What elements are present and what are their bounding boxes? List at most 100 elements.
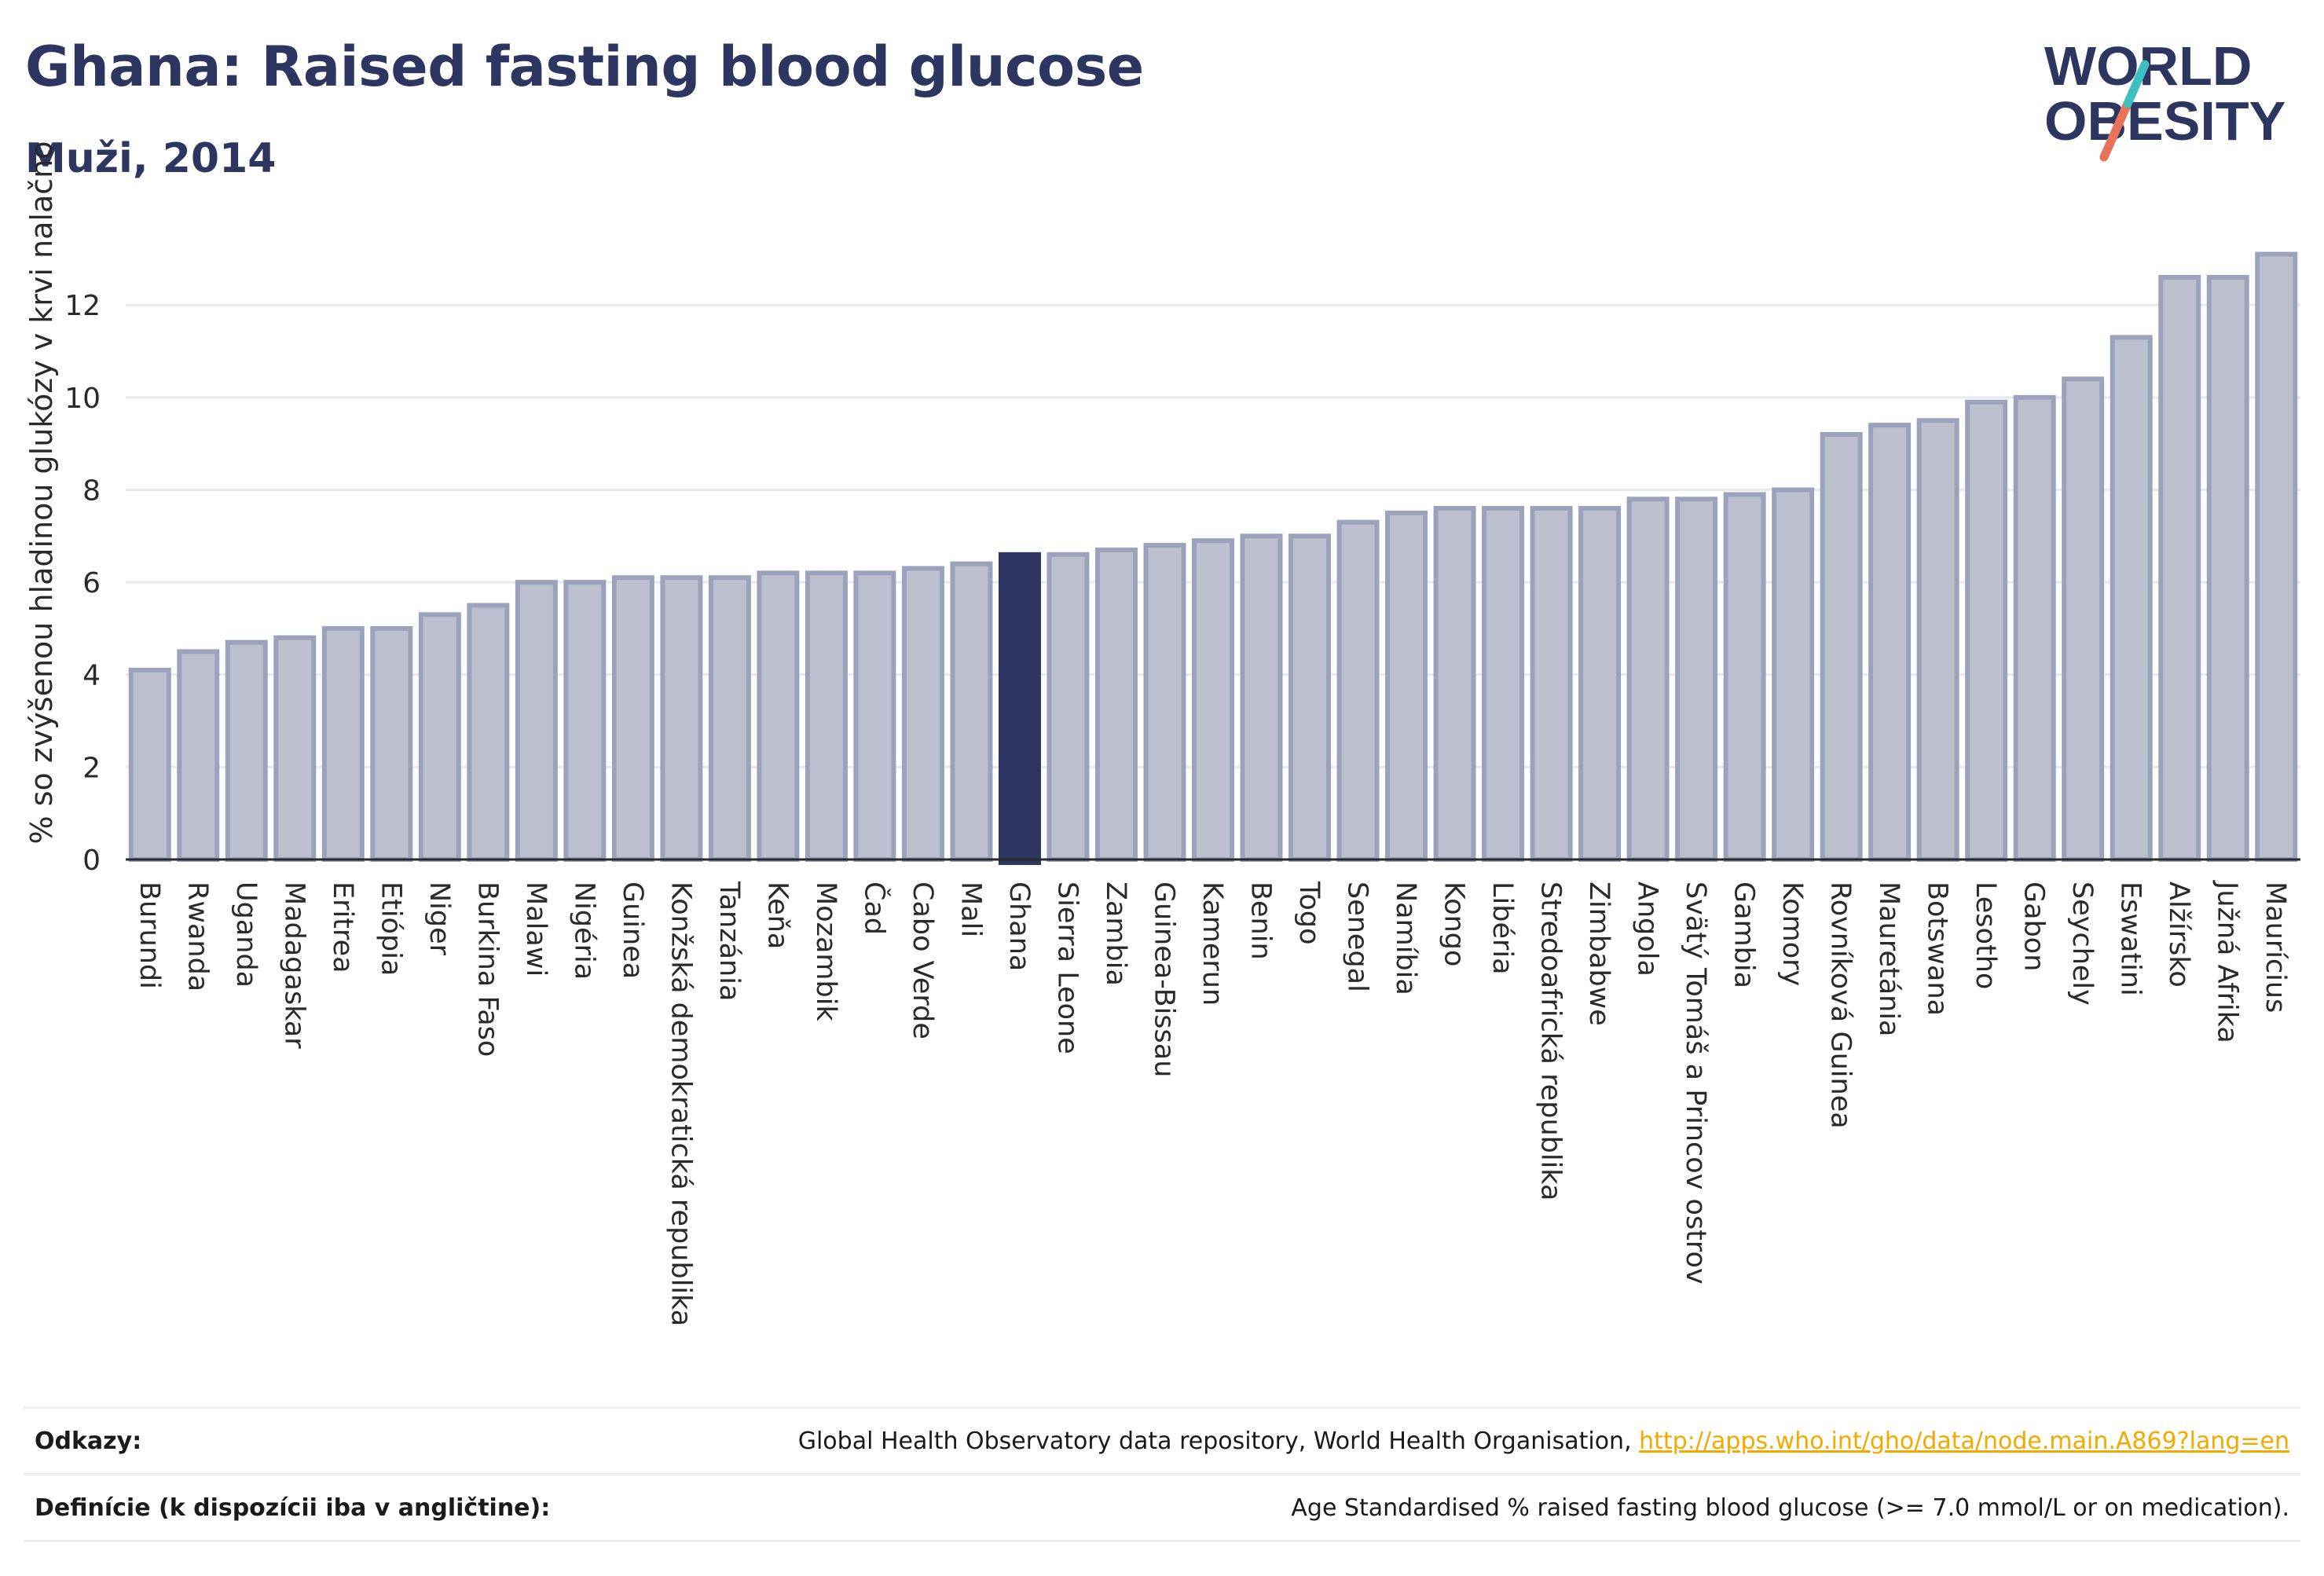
bar: [611, 575, 654, 862]
x-tick-label: Benin: [1245, 881, 1277, 960]
bar: [2062, 376, 2105, 862]
logo-line-2: OBESITY: [2044, 90, 2286, 152]
x-tick-label: Maurícius: [2260, 881, 2291, 1013]
bar: [950, 561, 993, 863]
x-tick-label: Eritrea: [327, 881, 358, 973]
bar: [1482, 506, 1525, 862]
bar: [1192, 538, 1234, 863]
x-tick-label: Guinea: [617, 881, 648, 979]
x-tick-label: Rwanda: [181, 881, 213, 991]
x-axis-ticks: Burundi Rwanda Uganda Madagaskar Eritrea Etió…: [134, 880, 2291, 1326]
bar: [177, 649, 220, 862]
x-tick-label: Konžská demokratická republika: [665, 881, 696, 1326]
x-tick-label: Madagaskar: [278, 881, 310, 1049]
x-tick-label: Stredoafrická republika: [1535, 881, 1567, 1200]
x-tick-label: Malawi: [520, 881, 552, 977]
bar: [1820, 431, 1863, 862]
x-tick-label: Kongo: [1439, 881, 1470, 966]
bar: [1530, 506, 1573, 862]
x-tick-label: Južná Afrika: [2212, 880, 2243, 1043]
bar: [998, 552, 1041, 865]
bar: [2013, 394, 2056, 862]
bar: [2206, 274, 2249, 862]
x-tick-label: Rovníková Guinea: [1825, 881, 1857, 1129]
bar: [805, 570, 848, 862]
x-tick-label: Alžírsko: [2163, 881, 2194, 988]
definitions-text: Age Standardised % raised fasting blood …: [1291, 1494, 2289, 1522]
bar: [1965, 399, 2008, 862]
bar: [1675, 497, 1718, 862]
references-link[interactable]: http://apps.who.int/gho/data/node.main.A…: [1639, 1427, 2289, 1455]
x-tick-label: Burkina Faso: [471, 881, 503, 1057]
x-tick-label: Zimbabwe: [1583, 881, 1615, 1026]
bar: [2110, 335, 2153, 862]
x-tick-label: Botswana: [1922, 881, 1953, 1016]
bar: [1336, 519, 1380, 862]
bar: [1143, 543, 1186, 862]
references-row: Odkazy: Global Health Observatory data r…: [24, 1406, 2300, 1473]
bar: [901, 566, 944, 862]
bar: [1868, 423, 1912, 862]
bar: [1385, 510, 1428, 863]
logo-slash-orange: [2099, 99, 2132, 162]
bar: [1723, 492, 1766, 862]
bar: [1047, 552, 1090, 862]
x-tick-label: Gabon: [2018, 881, 2050, 971]
x-tick-label: Sierra Leone: [1051, 881, 1083, 1054]
x-tick-label: Tanzánia: [713, 881, 745, 1001]
y-tick-label: 12: [64, 290, 101, 322]
bar: [370, 625, 413, 862]
x-tick-label: Eswatini: [2115, 881, 2146, 996]
bar-chart: 0 2 4 6 8 10 12 % so zvýšenou hladinou glukózy…: [24, 141, 2300, 1326]
x-tick-label: Kamerun: [1197, 881, 1228, 1006]
y-axis-label: % so zvýšenou hladinou glukózy v krvi na…: [24, 141, 59, 845]
x-tick-label: Mauretánia: [1873, 881, 1904, 1037]
x-tick-label: Angola: [1632, 881, 1663, 977]
x-tick-label: Keňa: [761, 881, 793, 949]
x-tick-label: Čad: [858, 881, 891, 935]
bar: [1578, 506, 1622, 862]
x-tick-label: Komory: [1776, 881, 1808, 986]
logo-slash-teal: [2123, 60, 2150, 108]
x-tick-label: Togo: [1293, 881, 1325, 944]
bar: [273, 635, 317, 862]
footer: Odkazy: Global Health Observatory data r…: [24, 1406, 2300, 1542]
y-tick-label: 10: [64, 383, 101, 415]
bar: [2158, 274, 2201, 862]
bar: [225, 640, 268, 862]
x-tick-label: Zambia: [1100, 881, 1131, 986]
bar: [515, 580, 558, 862]
y-tick-label: 4: [82, 660, 101, 692]
bar: [1772, 487, 1815, 863]
bar: [708, 575, 751, 862]
y-axis-ticks: 0 2 4 6 8 10 12: [64, 290, 101, 877]
y-tick-label: 2: [82, 752, 101, 784]
bar: [1240, 533, 1283, 863]
chart-subtitle: Muži, 2014: [25, 135, 277, 182]
chart-title: Ghana: Raised fasting blood glucose: [25, 35, 1144, 99]
x-tick-label: Nigéria: [568, 881, 599, 980]
x-tick-label: Lesotho: [1970, 881, 2001, 989]
bar: [660, 575, 703, 862]
definitions-label: Definície (k dispozícii iba v angličtine…: [35, 1494, 551, 1522]
bar: [757, 570, 800, 862]
bars: [128, 251, 2298, 865]
x-tick-label: Mozambik: [810, 881, 841, 1021]
x-tick-label: Senegal: [1342, 881, 1373, 992]
y-tick-label: 8: [82, 475, 101, 507]
x-tick-label: Etiópia: [375, 881, 406, 976]
x-tick-label: Seychely: [2066, 881, 2098, 1006]
world-obesity-logo: WORLD OBESITY: [2044, 35, 2286, 162]
bar: [853, 570, 896, 862]
references-text: Global Health Observatory data repositor…: [797, 1427, 1640, 1455]
x-tick-label: Libéria: [1486, 881, 1518, 975]
x-tick-label: Svätý Tomáš a Princov ostrov: [1680, 881, 1711, 1285]
bar: [1433, 506, 1476, 862]
bar: [1916, 418, 1959, 862]
x-tick-label: Mali: [955, 881, 986, 937]
bar: [321, 625, 365, 862]
x-tick-label: Ghana: [1003, 881, 1035, 971]
bar: [563, 580, 607, 862]
bar: [1094, 547, 1138, 862]
bar: [128, 667, 171, 862]
